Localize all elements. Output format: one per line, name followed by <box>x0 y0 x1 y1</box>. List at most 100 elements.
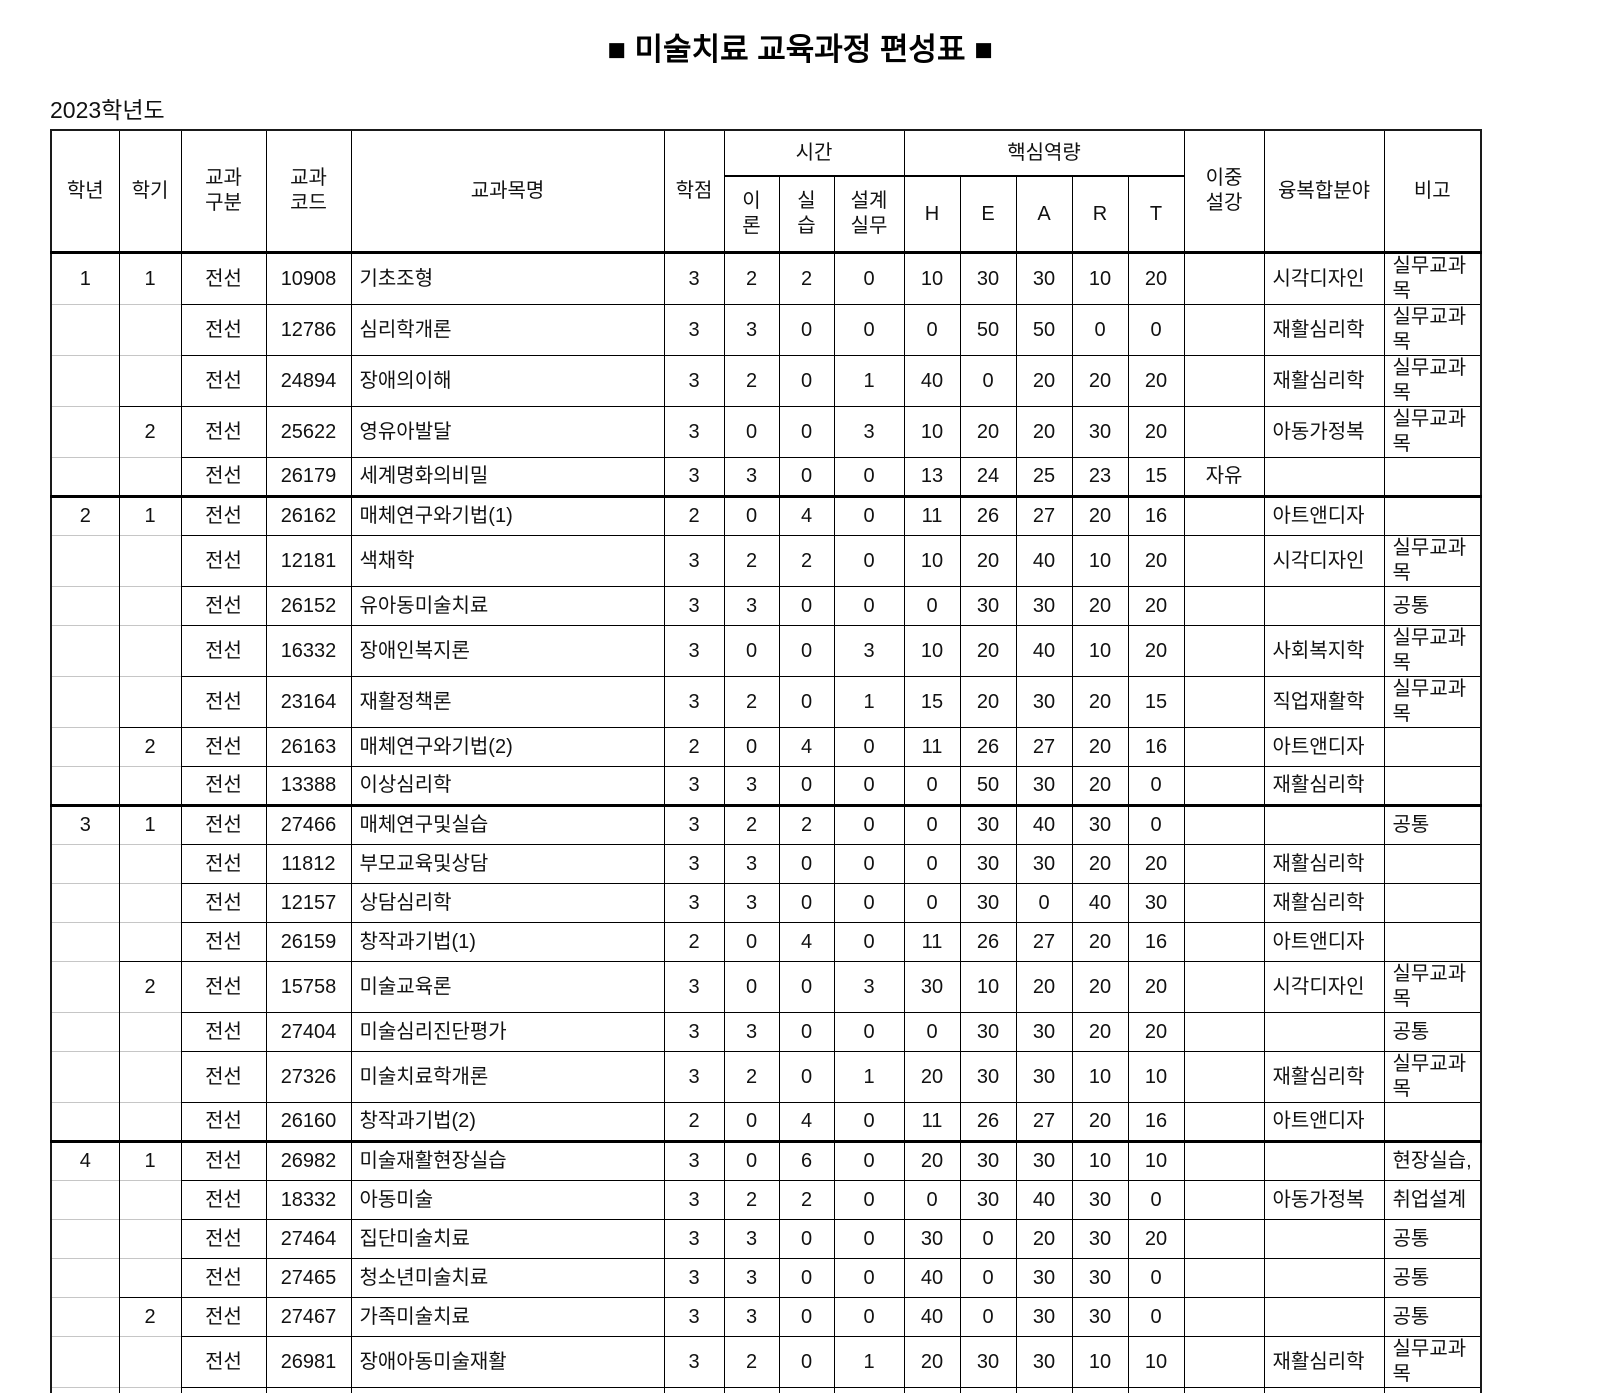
cell-design: 0 <box>833 922 905 962</box>
cell-semester <box>118 1336 181 1388</box>
header-semester: 학기 <box>118 129 181 253</box>
cell-practice: 0 <box>778 1387 834 1393</box>
cell-R: 20 <box>1071 676 1129 728</box>
cell-name: 가족미술치료 <box>350 1297 664 1337</box>
cell-convergence: 시각디자인 <box>1263 535 1385 587</box>
cell-theory: 2 <box>723 1336 779 1388</box>
header-practice: 실 습 <box>778 175 834 253</box>
cell-design: 3 <box>833 961 905 1013</box>
cell-convergence <box>1263 804 1385 845</box>
cell-convergence <box>1263 1219 1385 1259</box>
cell-A: 30 <box>1015 1051 1073 1103</box>
cell-R: 30 <box>1071 1219 1129 1259</box>
cell-credits: 3 <box>663 1387 724 1393</box>
cell-category: 전선 <box>180 804 266 845</box>
cell-credits: 3 <box>663 1012 724 1052</box>
cell-category: 전선 <box>180 883 266 923</box>
cell-credits: 3 <box>663 676 724 728</box>
header-theory: 이 론 <box>723 175 779 253</box>
cell-semester: 2 <box>118 727 181 767</box>
cell-credits: 3 <box>663 1258 724 1298</box>
header-design: 설계 실무 <box>833 175 905 253</box>
cell-A: 30 <box>1015 1258 1073 1298</box>
cell-convergence: 재활심리학 <box>1263 883 1385 923</box>
cell-dual <box>1183 676 1265 728</box>
cell-A: 20 <box>1015 961 1073 1013</box>
cell-name: 기초조형 <box>350 251 664 305</box>
cell-name: 유아동미술치료 <box>350 586 664 626</box>
cell-dual <box>1183 586 1265 626</box>
cell-code: 12786 <box>265 304 351 356</box>
cell-grade <box>50 961 119 1013</box>
header-dual: 이중 설강 <box>1183 129 1265 253</box>
table-row: 2 전선 27467 가족미술치료 3 3 0 0 40 0 30 30 0 공통 <box>50 1297 1482 1337</box>
cell-note: 실무교과목 <box>1383 355 1482 407</box>
cell-credits: 2 <box>663 495 724 536</box>
cell-semester: 2 <box>118 1297 181 1337</box>
curriculum-table: 학년 학기 교과 구분 교과 코드 교과목명 학점 시간 핵심역량 이중 설강 … <box>50 129 1483 1393</box>
cell-grade <box>50 1102 119 1142</box>
header-row-1: 학년 학기 교과 구분 교과 코드 교과목명 학점 시간 핵심역량 이중 설강 … <box>50 129 1482 253</box>
cell-practice: 0 <box>778 355 834 407</box>
cell-code: 15758 <box>265 961 351 1013</box>
cell-H: 0 <box>903 304 961 356</box>
cell-theory: 2 <box>723 355 779 407</box>
cell-R: 30 <box>1071 1297 1129 1337</box>
cell-credits: 2 <box>663 922 724 962</box>
cell-code: 26160 <box>265 1102 351 1142</box>
cell-credits: 2 <box>663 727 724 767</box>
cell-H: 13 <box>903 457 961 497</box>
cell-credits: 3 <box>663 1180 724 1220</box>
cell-A: 30 <box>1015 766 1073 806</box>
cell-practice: 0 <box>778 844 834 884</box>
cell-dual <box>1183 961 1265 1013</box>
table-row: 2 전선 25622 영유아발달 3 0 0 3 10 20 20 30 20 아동가정복 실무교과목 <box>50 406 1482 458</box>
cell-dual <box>1183 1219 1265 1259</box>
cell-theory: 2 <box>723 1180 779 1220</box>
cell-credits: 3 <box>663 355 724 407</box>
cell-design: 0 <box>833 1219 905 1259</box>
cell-dual <box>1183 727 1265 767</box>
cell-A: 40 <box>1015 625 1073 677</box>
cell-R: 40 <box>1071 883 1129 923</box>
cell-note: 공통 <box>1383 586 1482 626</box>
cell-note: 공통 <box>1383 1219 1482 1259</box>
cell-T: 20 <box>1127 406 1185 458</box>
cell-name: 매체연구및실습 <box>350 804 664 845</box>
cell-code: 12181 <box>265 535 351 587</box>
cell-note: 실무교과목 <box>1383 406 1482 458</box>
table-row: 2 전선 26163 매체연구와기법(2) 2 0 4 0 11 26 27 20 16 아트앤디자 <box>50 727 1482 767</box>
cell-grade <box>50 625 119 677</box>
cell-T: 0 <box>1127 1258 1185 1298</box>
cell-semester <box>118 676 181 728</box>
cell-credits: 3 <box>663 251 724 305</box>
cell-category: 전선 <box>180 304 266 356</box>
cell-R: 23 <box>1071 457 1129 497</box>
cell-H: 40 <box>903 1297 961 1337</box>
cell-dual <box>1183 1336 1265 1388</box>
cell-H: 11 <box>903 922 961 962</box>
cell-T: 20 <box>1127 1387 1185 1393</box>
cell-semester: 1 <box>118 251 181 305</box>
table-row: 3 1 전선 27466 매체연구및실습 3 2 2 0 0 30 40 30 0 공통 <box>50 804 1482 845</box>
table-row: 전선 18332 아동미술 3 2 2 0 0 30 40 30 0 아동가정복 취업설계 <box>50 1180 1482 1220</box>
cell-theory: 2 <box>723 251 779 305</box>
cell-name: 영유아발달 <box>350 406 664 458</box>
cell-H: 0 <box>903 1012 961 1052</box>
cell-E: 26 <box>959 495 1017 536</box>
cell-note: 공통 <box>1383 1258 1482 1298</box>
cell-note <box>1383 766 1482 806</box>
cell-practice: 0 <box>778 961 834 1013</box>
header-competency-group: 핵심역량 <box>903 129 1185 176</box>
cell-code: 27466 <box>265 804 351 845</box>
cell-convergence: 재활심리학 <box>1263 1336 1385 1388</box>
cell-code: 26163 <box>265 727 351 767</box>
cell-credits: 3 <box>663 535 724 587</box>
cell-E: 30 <box>959 586 1017 626</box>
cell-theory: 3 <box>723 844 779 884</box>
cell-design: 0 <box>833 495 905 536</box>
cell-credits: 3 <box>663 844 724 884</box>
cell-convergence: 아동가정복 <box>1263 1180 1385 1220</box>
cell-T: 16 <box>1127 727 1185 767</box>
cell-A: 30 <box>1015 1012 1073 1052</box>
